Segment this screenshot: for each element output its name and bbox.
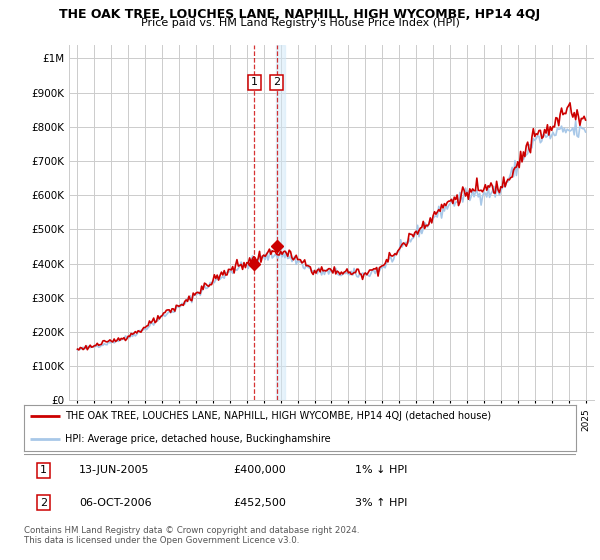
Text: 3% ↑ HPI: 3% ↑ HPI — [355, 498, 407, 507]
Text: 2: 2 — [273, 77, 280, 87]
Text: This data is licensed under the Open Government Licence v3.0.: This data is licensed under the Open Gov… — [24, 536, 299, 545]
Text: Price paid vs. HM Land Registry's House Price Index (HPI): Price paid vs. HM Land Registry's House … — [140, 18, 460, 28]
Text: Contains HM Land Registry data © Crown copyright and database right 2024.: Contains HM Land Registry data © Crown c… — [24, 526, 359, 535]
Text: 1: 1 — [251, 77, 258, 87]
Text: 2: 2 — [40, 498, 47, 507]
Text: 1% ↓ HPI: 1% ↓ HPI — [355, 465, 407, 475]
Bar — [276, 45, 285, 400]
Text: HPI: Average price, detached house, Buckinghamshire: HPI: Average price, detached house, Buck… — [65, 435, 331, 444]
Text: THE OAK TREE, LOUCHES LANE, NAPHILL, HIGH WYCOMBE, HP14 4QJ (detached house): THE OAK TREE, LOUCHES LANE, NAPHILL, HIG… — [65, 412, 491, 421]
Text: 13-JUN-2005: 13-JUN-2005 — [79, 465, 150, 475]
Text: THE OAK TREE, LOUCHES LANE, NAPHILL, HIGH WYCOMBE, HP14 4QJ: THE OAK TREE, LOUCHES LANE, NAPHILL, HIG… — [59, 8, 541, 21]
Text: 06-OCT-2006: 06-OCT-2006 — [79, 498, 152, 507]
Text: £452,500: £452,500 — [234, 498, 287, 507]
Text: £400,000: £400,000 — [234, 465, 287, 475]
Text: 1: 1 — [40, 465, 47, 475]
